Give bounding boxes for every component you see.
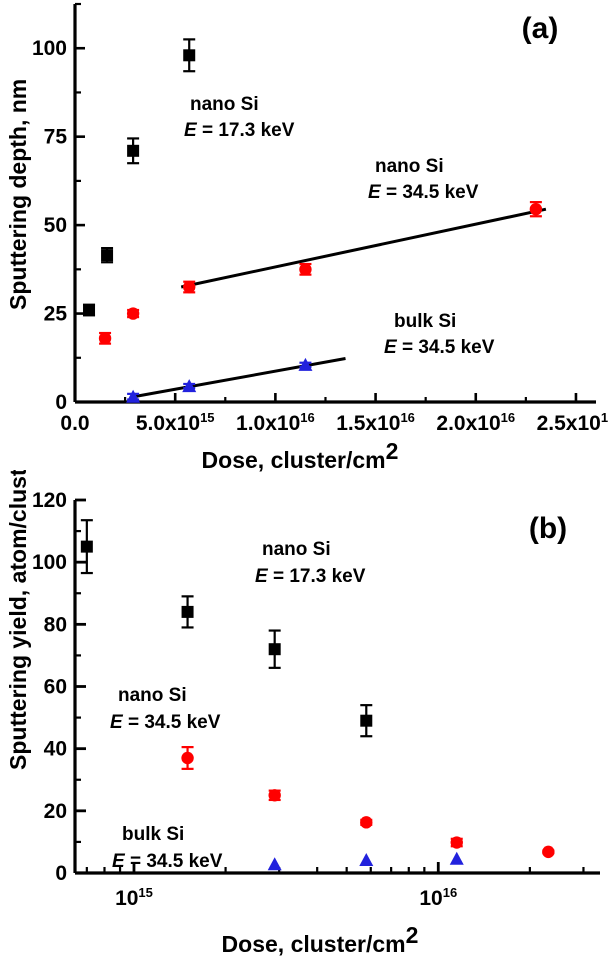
panel-b-series	[267, 851, 464, 871]
annotation-line-2: E = 34.5 keV	[110, 712, 221, 733]
data-point	[127, 144, 140, 157]
panel-a-x-tick-label: 2.0x1016	[436, 410, 515, 435]
panel-b-series	[80, 519, 373, 738]
data-point	[449, 851, 464, 865]
panel-b-y-tick-label: 80	[44, 613, 67, 636]
panel-a-label: (a)	[522, 12, 559, 45]
data-point	[360, 816, 373, 829]
panel-a-x-tick-label: 1.5x1016	[336, 410, 415, 435]
panel-a-y-tick-label: 50	[44, 214, 67, 237]
data-point	[267, 857, 282, 871]
panel-b-x-axis-title: Dose, cluster/cm2	[222, 922, 419, 957]
panel-b-y-tick-label: 120	[32, 489, 67, 512]
annotation-line-2: E = 34.5 keV	[384, 337, 495, 358]
panel-a-y-tick-label: 25	[44, 303, 68, 326]
panel-a-y-tick-label: 100	[32, 37, 67, 60]
panel-b: Sputtering yield, atom/cluster Dose, clu…	[0, 470, 608, 963]
annotation-line-1: nano Si	[375, 156, 444, 177]
annotation-line-2: E = 17.3 keV	[255, 566, 366, 587]
annotation-line-1: bulk Si	[122, 824, 184, 845]
data-point	[101, 249, 114, 262]
panel-a-x-tick-label: 5.0x1015	[136, 410, 215, 435]
panel-b-y-tick-label: 40	[44, 738, 67, 761]
annotation-line-2: E = 34.5 keV	[368, 182, 479, 203]
panel-b-y-tick-label: 0	[55, 862, 67, 885]
data-point	[529, 202, 543, 216]
panel-a-annotation-bulk-34: bulk Si E = 34.5 keV	[384, 311, 495, 358]
panel-a-x-axis-title: Dose, cluster/cm2	[202, 438, 399, 473]
panel-a-y-tick-label: 0	[55, 391, 67, 414]
panel-a-fit-line	[180, 207, 547, 289]
panel-a-axes	[73, 2, 596, 404]
data-point	[359, 852, 374, 866]
panel-a-annotation-nano-17: nano Si E = 17.3 keV	[184, 94, 295, 141]
data-point	[181, 605, 194, 618]
panel-a-x-tick-label: 1.0x1016	[236, 410, 315, 435]
panel-a-fit-line	[129, 357, 346, 399]
data-point	[182, 379, 197, 393]
annotation-line-2: E = 17.3 keV	[184, 120, 295, 141]
panel-a-series	[83, 38, 196, 317]
data-point	[126, 389, 141, 403]
data-point	[181, 751, 194, 765]
panel-a: Sputtering depth, nm Dose, cluster/cm2 (…	[0, 0, 608, 480]
panel-b-annotation-nano-34: nano Si E = 34.5 keV	[110, 685, 221, 733]
panel-b-axes	[73, 498, 600, 875]
annotation-line-1: nano Si	[118, 685, 187, 706]
panel-a-data-points	[83, 38, 543, 403]
panel-a-series	[126, 357, 313, 403]
data-point	[80, 540, 93, 553]
data-point	[183, 280, 196, 294]
data-point	[126, 307, 140, 320]
panel-b-y-tick-label: 60	[44, 676, 67, 699]
panel-a-y-tick-label: 75	[44, 126, 68, 149]
panel-b-annotation-nano-17: nano Si E = 17.3 keV	[255, 539, 366, 587]
panel-b-y-axis-title: Sputtering yield, atom/cluster	[5, 470, 31, 770]
data-point	[183, 49, 196, 62]
annotation-line-1: nano Si	[262, 539, 331, 560]
panel-b-data-points	[80, 519, 555, 871]
panel-b-tick-labels: 1015 1016 0 20 40 60 80 100 120	[32, 489, 457, 910]
panel-a-x-tick-label: 0.0	[60, 412, 89, 435]
data-point	[450, 836, 463, 849]
panel-b-y-tick-label: 100	[32, 551, 67, 574]
data-point	[298, 357, 313, 371]
panel-b-series	[181, 746, 555, 859]
panel-a-tick-labels: 0.0 5.0x1015 1.0x1016 1.5x1016 2.0x1016 2.5x1…	[32, 37, 608, 435]
data-point	[98, 332, 112, 345]
panel-a-x-tick-label: 2.5x1016	[537, 410, 608, 435]
panel-a-series	[98, 201, 543, 345]
panel-a-y-axis-title: Sputtering depth, nm	[5, 79, 31, 310]
panel-b-svg: Sputtering yield, atom/cluster Dose, clu…	[5, 470, 600, 957]
data-point	[360, 714, 373, 727]
panel-a-fit-lines	[129, 207, 547, 399]
panel-b-annotation-bulk-34: bulk Si E = 34.5 keV	[112, 824, 223, 872]
data-point	[268, 789, 281, 802]
panel-b-label: (b)	[529, 512, 567, 545]
panel-a-svg: Sputtering depth, nm Dose, cluster/cm2 (…	[5, 2, 608, 473]
data-point	[268, 643, 281, 656]
panel-b-x-tick-label: 1015	[115, 885, 153, 910]
data-point	[542, 845, 555, 859]
data-point	[83, 304, 96, 317]
annotation-line-2: E = 34.5 keV	[112, 851, 223, 872]
annotation-line-1: bulk Si	[394, 311, 456, 332]
panel-b-x-tick-label: 1016	[419, 885, 457, 910]
data-point	[299, 263, 312, 276]
panel-b-y-tick-label: 20	[44, 800, 67, 823]
annotation-line-1: nano Si	[190, 94, 259, 115]
panel-a-annotation-nano-34: nano Si E = 34.5 keV	[368, 156, 479, 203]
